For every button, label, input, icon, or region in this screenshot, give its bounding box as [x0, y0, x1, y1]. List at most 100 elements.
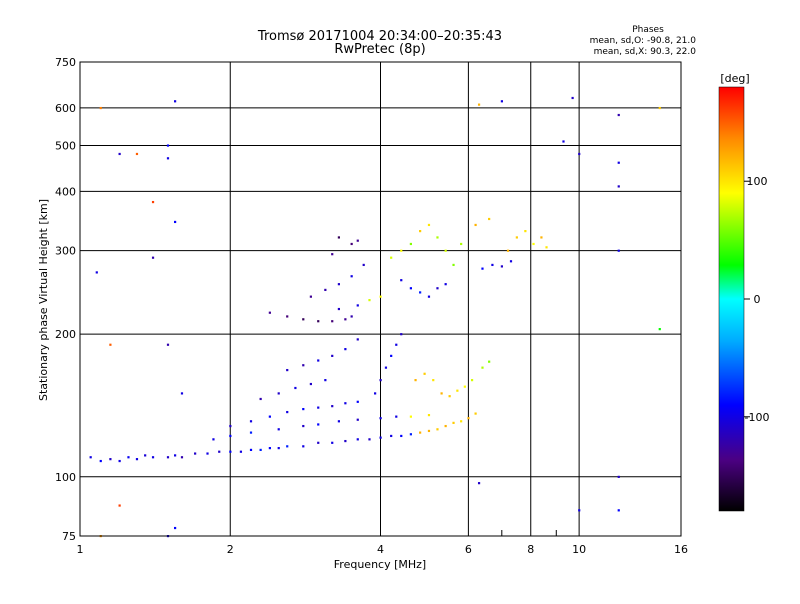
- data-point: [302, 318, 305, 321]
- grid-lines: [80, 62, 681, 536]
- x-tick-label: 4: [377, 543, 384, 556]
- data-point: [337, 236, 341, 239]
- data-point: [337, 420, 341, 423]
- data-point: [166, 343, 170, 346]
- x-tick-label: 2: [227, 543, 234, 556]
- data-point: [460, 242, 463, 246]
- data-point: [379, 417, 382, 420]
- data-point: [578, 152, 581, 156]
- data-point: [277, 428, 280, 431]
- data-point: [488, 217, 491, 221]
- data-point: [151, 256, 155, 259]
- data-point: [212, 438, 215, 441]
- data-point: [409, 242, 412, 246]
- data-point: [658, 106, 661, 110]
- data-point: [135, 152, 139, 156]
- colorbar-label: [deg]: [720, 72, 749, 85]
- data-point: [317, 406, 320, 409]
- data-point: [173, 526, 177, 530]
- data-point: [419, 431, 422, 434]
- data-point: [109, 343, 112, 346]
- data-point: [99, 106, 102, 110]
- data-point: [500, 265, 504, 268]
- data-point: [180, 392, 184, 395]
- phases-line-x: mean, sd,X: 90.3, 22.0: [594, 47, 697, 57]
- data-point: [491, 263, 494, 267]
- y-tick-label: 500: [55, 139, 76, 152]
- data-point: [617, 509, 620, 512]
- data-point: [286, 410, 289, 414]
- data-point: [229, 424, 232, 428]
- data-point: [456, 389, 459, 392]
- data-point: [432, 379, 435, 382]
- data-point: [617, 113, 620, 117]
- data-point: [481, 366, 484, 369]
- data-point: [409, 433, 412, 436]
- x-tick-label: 10: [572, 543, 586, 556]
- data-point: [173, 100, 177, 103]
- data-point: [118, 504, 121, 507]
- x-tick-label: 16: [674, 543, 688, 556]
- data-point: [617, 475, 620, 478]
- data-point: [436, 236, 439, 239]
- data-point: [302, 364, 305, 367]
- data-point: [409, 415, 412, 418]
- data-point: [617, 161, 620, 164]
- data-point: [249, 431, 253, 434]
- data-point: [331, 320, 334, 323]
- data-point: [532, 242, 535, 246]
- data-point: [474, 223, 477, 227]
- data-point: [436, 287, 439, 290]
- data-point: [356, 400, 359, 403]
- data-point: [395, 343, 398, 346]
- data-point: [151, 200, 155, 204]
- data-point: [379, 379, 382, 382]
- y-tick-label: 75: [62, 530, 76, 543]
- data-point: [109, 458, 112, 461]
- data-point: [500, 100, 504, 103]
- data-point: [436, 428, 439, 431]
- data-point: [218, 450, 221, 453]
- data-point: [515, 236, 518, 239]
- data-point: [194, 452, 197, 455]
- data-point: [356, 418, 359, 421]
- x-tick-label: 1: [77, 543, 84, 556]
- data-point: [268, 311, 271, 314]
- data-point: [344, 348, 347, 351]
- data-point: [463, 385, 466, 388]
- colorbar: [718, 86, 745, 512]
- x-tick-label: 8: [527, 543, 534, 556]
- data-point: [344, 439, 347, 443]
- data-point: [259, 397, 262, 401]
- data-point: [173, 454, 177, 457]
- data-point: [400, 249, 403, 252]
- data-point: [400, 333, 403, 336]
- data-point: [286, 315, 289, 318]
- data-point: [444, 249, 447, 252]
- y-tick-label: 600: [55, 102, 76, 115]
- plot-frame: [79, 61, 682, 537]
- data-point: [173, 220, 177, 224]
- data-point: [229, 450, 232, 453]
- data-point: [144, 454, 147, 457]
- data-point: [423, 372, 426, 375]
- data-point: [302, 407, 305, 411]
- data-point: [452, 263, 455, 267]
- data-point: [395, 415, 398, 418]
- colorbar-tick-label: -100: [745, 411, 770, 424]
- data-point: [427, 414, 431, 417]
- y-tick-label: 100: [55, 471, 76, 484]
- data-point: [356, 239, 359, 242]
- data-point: [166, 456, 170, 459]
- colorbar-tick-label: 100: [747, 175, 768, 188]
- data-point: [95, 271, 98, 274]
- data-point: [400, 434, 403, 438]
- phases-line-o: mean, sd,O: -90.8, 21.0: [590, 36, 697, 46]
- data-point: [259, 448, 262, 452]
- data-point: [362, 263, 365, 267]
- data-point: [180, 456, 184, 459]
- data-point: [350, 315, 353, 318]
- data-point: [277, 447, 280, 450]
- data-point: [277, 392, 280, 395]
